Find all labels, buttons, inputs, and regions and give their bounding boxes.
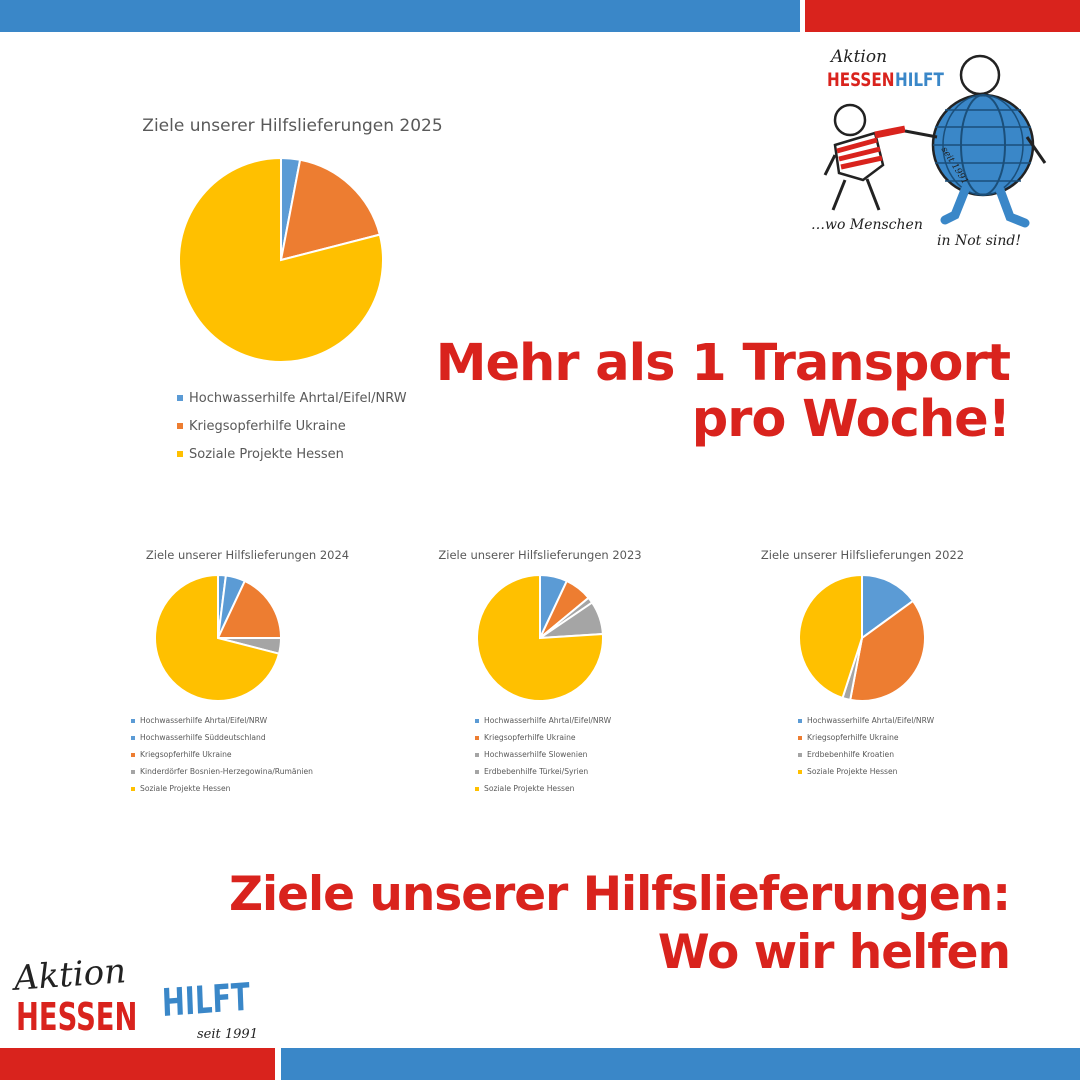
chart-title-2023: Ziele unserer Hilfslieferungen 2023 — [438, 548, 642, 562]
hessen-hilft-logo-bottom: Aktion HESSEN HILFT seit 1991 — [10, 951, 280, 1050]
legend-swatch — [177, 395, 183, 401]
logo-top-hessen: HESSEN — [827, 69, 895, 91]
legend-label: Erdbebenhilfe Türkei/Syrien — [484, 767, 589, 776]
legend-label: Kriegsopferhilfe Ukraine — [189, 418, 346, 434]
pie-chart-2025 — [178, 156, 384, 363]
legend-label: Soziale Projekte Hessen — [189, 446, 344, 462]
legend-swatch — [131, 769, 135, 774]
logo-top-aktion: Aktion — [831, 47, 888, 67]
pie-slice-1 — [849, 599, 926, 702]
pie-slice-2 — [178, 156, 384, 363]
legend-swatch — [131, 718, 135, 723]
legend-item: Hochwasserhilfe Ahrtal/Eifel/NRW — [131, 712, 313, 729]
legend-item: Erdbebenhilfe Kroatien — [798, 746, 934, 763]
chart-title-2025: Ziele unserer Hilfslieferungen 2025 — [142, 116, 443, 136]
legend-swatch — [131, 752, 135, 757]
legend-item: Hochwasserhilfe Ahrtal/Eifel/NRW — [177, 384, 407, 412]
legend-label: Soziale Projekte Hessen — [140, 784, 231, 793]
legend-item: Kriegsopferhilfe Ukraine — [475, 729, 611, 746]
pie-chart-2024 — [154, 573, 283, 702]
chart-panel-2023: Ziele unserer Hilfslieferungen 2023 Hoch… — [415, 535, 665, 800]
legend-item: Soziale Projekte Hessen — [177, 440, 407, 468]
legend-item: Kriegsopferhilfe Ukraine — [131, 746, 313, 763]
legend-label: Kriegsopferhilfe Ukraine — [140, 750, 232, 759]
legend-swatch — [798, 718, 802, 723]
legend-item: Hochwasserhilfe Süddeutschland — [131, 729, 313, 746]
pie-slice-4 — [154, 573, 281, 702]
chart-panel-2022: Ziele unserer Hilfslieferungen 2022 Hoch… — [740, 535, 985, 800]
top-blue-bar — [0, 0, 800, 32]
logo-top-tagline-1: …wo Menschen — [811, 217, 923, 233]
pie-slice-4 — [476, 573, 604, 702]
legend-item: Kriegsopferhilfe Ukraine — [798, 729, 934, 746]
legend-label: Soziale Projekte Hessen — [807, 767, 898, 776]
legend-swatch — [475, 718, 479, 723]
legend-swatch — [475, 769, 479, 774]
legend-swatch — [475, 735, 479, 740]
legend-item: Soziale Projekte Hessen — [475, 780, 611, 797]
pie-chart-2023 — [476, 573, 604, 702]
chart-panel-2025: Ziele unserer Hilfslieferungen 2025 Hoch… — [95, 100, 490, 462]
legend-label: Hochwasserhilfe Ahrtal/Eifel/NRW — [484, 716, 612, 725]
legend-item: Kriegsopferhilfe Ukraine — [177, 412, 407, 440]
headline-ziele-line-1: Ziele unserer Hilfslieferungen: — [228, 867, 1011, 922]
logo-bottom-seit: seit 1991 — [197, 1027, 258, 1042]
legend-2023: Hochwasserhilfe Ahrtal/Eifel/NRW Kriegsop… — [475, 712, 611, 797]
bottom-red-bar — [0, 1048, 275, 1080]
legend-label: Kinderdörfer Bosnien-Herzegowina/Rumänie… — [140, 767, 313, 776]
hessen-hilft-mascot-icon — [823, 54, 1047, 228]
pie-slice-2 — [216, 579, 283, 639]
legend-item: Hochwasserhilfe Ahrtal/Eifel/NRW — [798, 712, 934, 729]
legend-swatch — [177, 451, 183, 457]
legend-label: Kriegsopferhilfe Ukraine — [484, 733, 576, 742]
chart-title-2022: Ziele unserer Hilfslieferungen 2022 — [760, 548, 965, 562]
legend-swatch — [475, 786, 479, 791]
legend-label: Hochwasserhilfe Süddeutschland — [140, 733, 266, 742]
legend-2024: Hochwasserhilfe Ahrtal/Eifel/NRW Hochwass… — [131, 712, 313, 797]
pie-chart-2022 — [797, 573, 926, 702]
legend-swatch — [475, 752, 479, 757]
legend-label: Soziale Projekte Hessen — [484, 784, 575, 793]
legend-swatch — [798, 752, 802, 757]
headline-ziele-line-2: Wo wir helfen — [657, 925, 1011, 980]
logo-bottom-aktion: Aktion — [12, 951, 128, 999]
legend-label: Kriegsopferhilfe Ukraine — [807, 733, 899, 742]
legend-swatch — [798, 735, 802, 740]
logo-bottom-hilft: HILFT — [161, 974, 251, 1025]
legend-item: Soziale Projekte Hessen — [131, 780, 313, 797]
chart-title-2024: Ziele unserer Hilfslieferungen 2024 — [145, 548, 350, 562]
bottom-blue-bar — [281, 1048, 1080, 1080]
top-red-bar — [805, 0, 1080, 32]
legend-label: Hochwasserhilfe Slowenien — [484, 750, 588, 759]
legend-2025: Hochwasserhilfe Ahrtal/Eifel/NRW Kriegsop… — [177, 384, 407, 468]
chart-panel-2024: Ziele unserer Hilfslieferungen 2024 Hoch… — [95, 535, 400, 800]
headline-transport-line-1: Mehr als 1 Transport — [435, 334, 1011, 393]
headline-ziele: Ziele unserer Hilfslieferungen: Wo wir h… — [228, 866, 1011, 982]
legend-swatch — [131, 786, 135, 791]
logo-top-tagline-2: in Not sind! — [937, 233, 1021, 249]
legend-label: Hochwasserhilfe Ahrtal/Eifel/NRW — [807, 716, 935, 725]
legend-item: Erdbebenhilfe Türkei/Syrien — [475, 763, 611, 780]
legend-item: Kinderdörfer Bosnien-Herzegowina/Rumänie… — [131, 763, 313, 780]
pie-slice-1 — [279, 158, 382, 262]
legend-item: Hochwasserhilfe Slowenien — [475, 746, 611, 763]
headline-transport-line-2: pro Woche! — [691, 390, 1011, 449]
legend-item: Soziale Projekte Hessen — [798, 763, 934, 780]
legend-label: Erdbebenhilfe Kroatien — [807, 750, 895, 759]
logo-bottom-hessen: HESSEN — [16, 995, 138, 1039]
hessen-hilft-logo-top: Aktion HESSEN HILFT seit 1991 …wo Mensch… — [805, 45, 1060, 260]
pie-slice-0 — [861, 573, 915, 640]
legend-item: Hochwasserhilfe Ahrtal/Eifel/NRW — [475, 712, 611, 729]
legend-swatch — [131, 735, 135, 740]
legend-label: Hochwasserhilfe Ahrtal/Eifel/NRW — [189, 390, 407, 406]
pie-slice-3 — [797, 573, 863, 700]
headline-transport: Mehr als 1 Transport pro Woche! — [435, 334, 1011, 449]
legend-swatch — [798, 769, 802, 774]
legend-swatch — [177, 423, 183, 429]
legend-2022: Hochwasserhilfe Ahrtal/Eifel/NRW Kriegsop… — [798, 712, 934, 780]
logo-top-hilft: HILFT — [895, 69, 944, 91]
legend-label: Hochwasserhilfe Ahrtal/Eifel/NRW — [140, 716, 268, 725]
